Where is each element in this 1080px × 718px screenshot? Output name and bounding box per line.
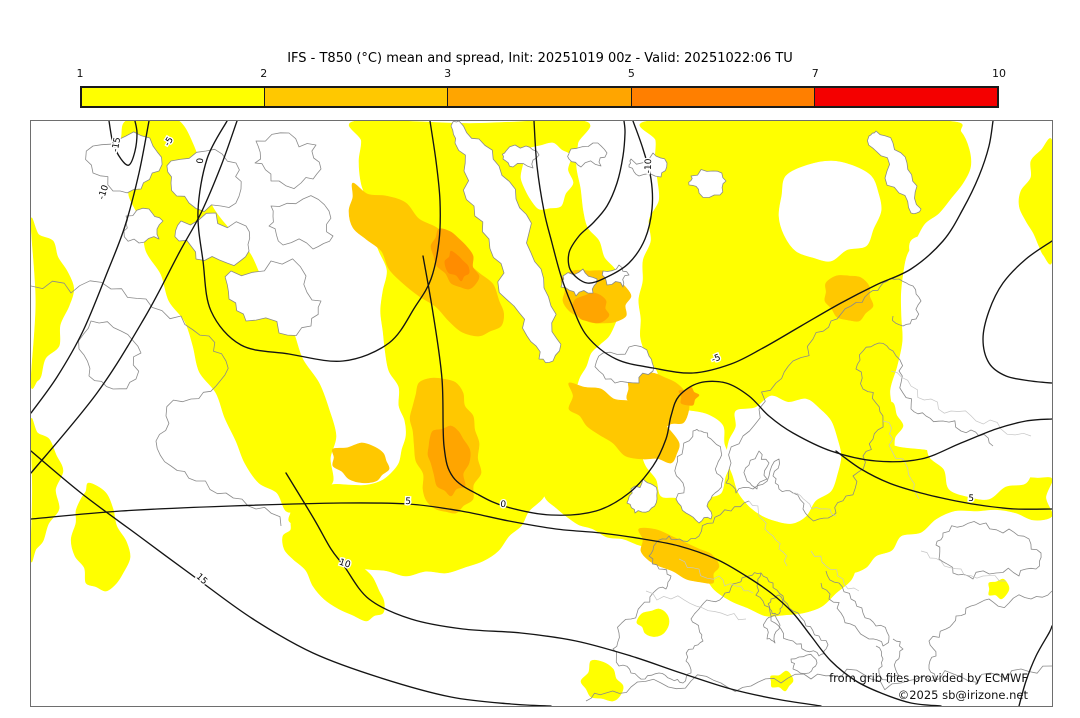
spread-shading-layer: [31, 121, 1052, 702]
coastline: [820, 570, 890, 647]
temperature-contour: [108, 121, 138, 166]
weather-map: -15 -10 -5 0 -10 -5 0 5 5 10 15 from grib files pr…: [30, 120, 1053, 707]
attribution: from grib files provided by ECMWF ©2025 …: [829, 670, 1028, 704]
spread-shading-region: [926, 395, 1037, 500]
coastline: [790, 653, 818, 674]
temperature-contour: [31, 121, 150, 414]
colorbar-tick-label: 7: [811, 67, 819, 80]
temperature-contour: [31, 502, 942, 706]
coastline: [78, 320, 142, 390]
attribution-line2: ©2025 sb@irizone.net: [897, 688, 1028, 702]
country-border-layer: [645, 370, 1032, 621]
country-border: [882, 420, 920, 500]
country-border: [890, 370, 1032, 437]
temperature-contour: [197, 121, 441, 363]
coastline: [935, 521, 1042, 580]
colorbar-tick-label: 5: [627, 67, 635, 80]
coastline: [688, 169, 727, 198]
spread-shading-region: [31, 217, 75, 389]
contour-label: -10: [644, 158, 655, 173]
coastline: [755, 572, 829, 657]
coastline: [560, 268, 598, 297]
coastline: [875, 638, 904, 684]
coastline: [601, 264, 630, 288]
country-border: [678, 558, 754, 594]
spread-shading-region: [568, 382, 680, 464]
spread-shading-region: [31, 418, 64, 563]
coastline: [585, 665, 1052, 702]
colorbar-segment: [82, 88, 265, 106]
coastline: [928, 590, 1052, 682]
temperature-contour: [285, 472, 822, 706]
temperature-contour: [835, 450, 1052, 510]
spread-shading-region: [580, 659, 624, 702]
spread-shading-region: [282, 520, 385, 622]
map-title: IFS - T850 (°C) mean and spread, Init: 2…: [287, 51, 793, 66]
contour-label: -15: [111, 137, 123, 153]
coastline: [767, 594, 784, 616]
contour-label: 0: [196, 157, 206, 164]
country-border: [645, 590, 747, 621]
coastline: [612, 500, 762, 684]
coastline: [224, 258, 322, 336]
coastline: [867, 130, 922, 215]
colorbar-segment: [264, 88, 448, 106]
coastline: [743, 450, 770, 490]
colorbar-segment: [813, 88, 998, 106]
contour-label: 15: [194, 572, 209, 587]
contour-label: 5: [968, 494, 974, 504]
coastline: [268, 195, 334, 250]
coastline: [166, 148, 242, 212]
spread-shading-region: [1018, 138, 1052, 265]
attribution-line1: from grib files provided by ECMWF: [829, 671, 1028, 685]
contour-label: 5: [405, 497, 411, 507]
colorbar-tick-label: 1: [76, 67, 84, 80]
country-border: [920, 550, 1007, 582]
colorbar-ticks: 1 2 3 5 7 10: [76, 67, 1007, 82]
coastline: [450, 121, 562, 364]
temperature-contour: [422, 255, 1052, 516]
coastline-layer: [31, 121, 1052, 702]
contour-label: 0: [500, 500, 507, 510]
coastline: [868, 277, 922, 327]
colorbar-tick-label: 2: [260, 67, 268, 80]
country-border: [810, 550, 860, 592]
spread-shading-region: [427, 425, 471, 497]
temperature-contour: [31, 121, 238, 474]
coastline: [674, 429, 724, 524]
coastline: [567, 142, 608, 168]
coastline: [763, 614, 781, 644]
colorbar-segment: [630, 88, 814, 106]
coastline: [502, 144, 540, 169]
spread-shading-region: [778, 160, 882, 262]
spread-shading-region: [988, 578, 1010, 600]
spread-shading-region: [770, 670, 794, 692]
country-border: [748, 500, 788, 567]
spread-shading-region: [348, 182, 504, 337]
colorbar-tick-label: 3: [444, 67, 452, 80]
coastline: [254, 132, 322, 189]
spread-shading-region: [636, 608, 670, 637]
spread-shading-region: [70, 482, 131, 592]
spread-shading-region: [726, 395, 842, 524]
spread-shading-region: [444, 250, 470, 282]
colorbar-segment: [447, 88, 631, 106]
temperature-contour: [31, 450, 552, 706]
temperature-contour: [982, 240, 1052, 384]
colorbar: [80, 86, 999, 108]
country-border: [792, 492, 837, 517]
coastline: [31, 280, 282, 527]
coastline: [594, 345, 655, 384]
temperature-contour: [567, 121, 654, 284]
temperature-contour: [533, 121, 994, 374]
spread-shading-region: [909, 225, 1029, 337]
temperature-contour-layer: [31, 121, 1052, 706]
colorbar-tick-label: 10: [992, 67, 1006, 80]
spread-shading-region: [331, 442, 390, 484]
temperature-contour: [1018, 625, 1052, 706]
coastline: [725, 292, 994, 522]
